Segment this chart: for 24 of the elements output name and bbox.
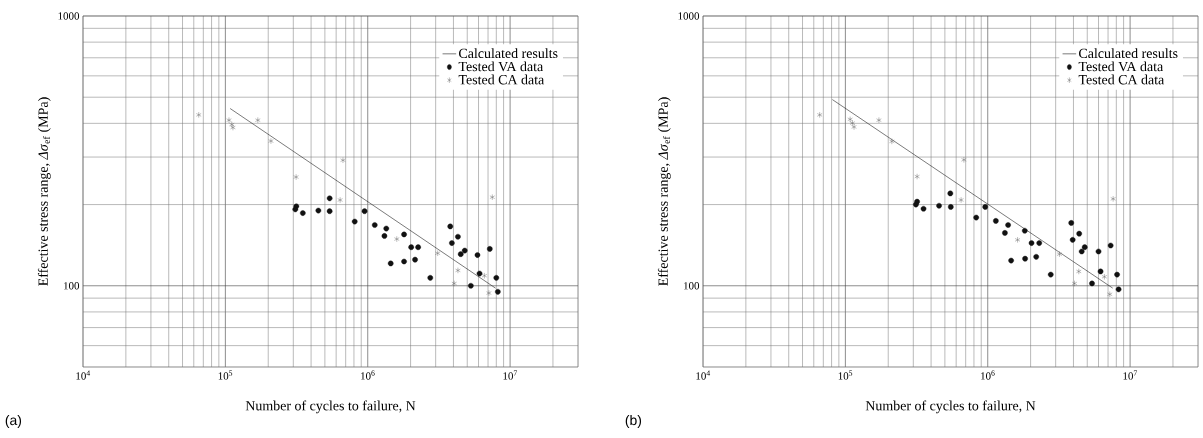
x-tick-label: 10$^{5}$ xyxy=(218,370,233,380)
y-axis-title: Effective stress range, Δσ$_{ef}$ (MPa) xyxy=(37,97,51,286)
x-tick-label: 10$^{7}$ xyxy=(1123,370,1138,380)
x-tick-label: 10$^{6}$ xyxy=(981,370,995,380)
legend-label: Calculated results xyxy=(459,48,558,59)
x-tick-label: 10$^{6}$ xyxy=(361,370,375,380)
x-tick-label: 10$^{4}$ xyxy=(696,370,711,380)
text: (a) xyxy=(5,414,22,428)
legend-label: Tested VA data xyxy=(458,61,544,72)
y-tick-label: 100 xyxy=(64,282,80,290)
y-tick-label: 100 xyxy=(684,282,700,290)
y-tick-label: 1000 xyxy=(58,12,80,20)
y-tick-label: 1000 xyxy=(678,12,700,20)
x-axis-title: Number of cycles to failure, N xyxy=(865,400,1036,414)
x-axis-title: Number of cycles to failure, N xyxy=(245,400,416,414)
y-axis-title: Effective stress range, Δσ$_{ef}$ (MPa) xyxy=(657,97,671,286)
legend-label: Tested CA data xyxy=(1078,74,1165,85)
text: (b) xyxy=(625,414,642,428)
legend-label: Tested CA data xyxy=(458,74,545,85)
legend-label: Tested VA data xyxy=(1078,61,1164,72)
x-tick-label: 10$^{7}$ xyxy=(503,370,518,380)
x-tick-label: 10$^{4}$ xyxy=(76,370,91,380)
x-tick-label: 10$^{5}$ xyxy=(838,370,853,380)
legend-label: Calculated results xyxy=(1079,48,1178,59)
